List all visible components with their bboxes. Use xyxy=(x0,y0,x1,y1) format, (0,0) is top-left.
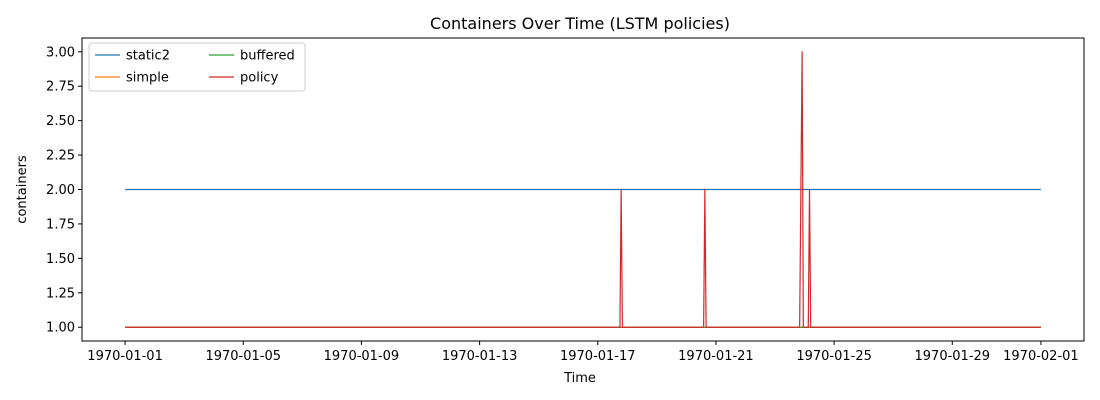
legend-label-policy: policy xyxy=(240,71,279,86)
y-axis: 1.00 1.25 1.50 1.75 2.00 2.25 2.50 2.75 3.00 xyxy=(46,45,82,336)
legend-label-static2: static2 xyxy=(126,49,170,64)
x-axis: 1970-01-01 1970-01-05 1970-01-09 1970-01-13… xyxy=(87,341,1079,364)
y-tick-label: 2.00 xyxy=(46,183,75,198)
x-tick-label: 1970-02-01 xyxy=(1003,349,1079,364)
x-tick-label: 1970-01-13 xyxy=(442,349,518,364)
legend-label-simple: simple xyxy=(126,71,169,86)
legend-box xyxy=(88,42,306,92)
y-tick-label: 2.25 xyxy=(46,149,75,164)
x-tick-label: 1970-01-05 xyxy=(205,349,281,364)
chart-title: Containers Over Time (LSTM policies) xyxy=(430,14,730,33)
plot-area xyxy=(125,51,1041,328)
series-line-policy xyxy=(125,51,1041,328)
y-tick-label: 1.00 xyxy=(46,321,75,336)
legend: static2 simple buffered policy xyxy=(88,42,306,92)
y-tick-label: 1.75 xyxy=(46,217,75,232)
x-tick-label: 1970-01-21 xyxy=(678,349,754,364)
legend-label-buffered: buffered xyxy=(240,49,295,64)
x-tick-label: 1970-01-09 xyxy=(324,349,400,364)
y-tick-label: 1.25 xyxy=(46,286,75,301)
x-tick-label: 1970-01-25 xyxy=(796,349,872,364)
y-axis-title: containers xyxy=(15,155,30,224)
x-axis-title: Time xyxy=(563,371,596,386)
x-tick-label: 1970-01-01 xyxy=(87,349,163,364)
y-tick-label: 1.50 xyxy=(46,252,75,267)
y-tick-label: 2.75 xyxy=(46,80,75,95)
y-tick-label: 3.00 xyxy=(46,45,75,60)
x-tick-label: 1970-01-17 xyxy=(560,349,636,364)
y-tick-label: 2.50 xyxy=(46,114,75,129)
x-tick-label: 1970-01-29 xyxy=(915,349,991,364)
